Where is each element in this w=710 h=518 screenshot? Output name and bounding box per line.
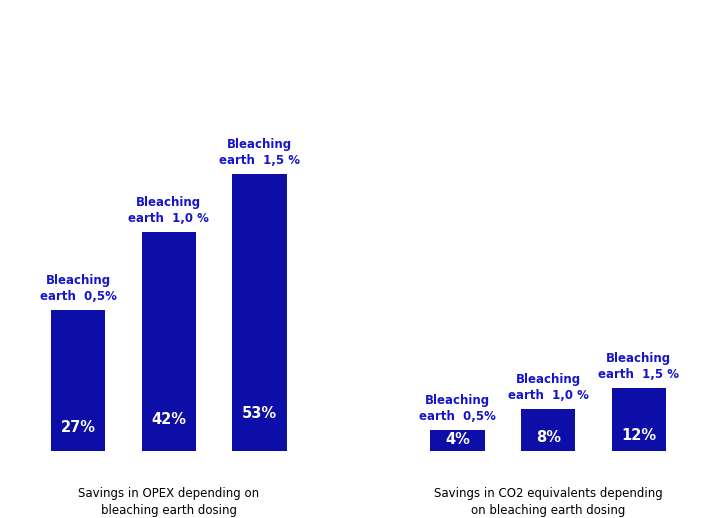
Text: 53%: 53% [242,407,277,422]
Text: 27%: 27% [61,420,96,435]
Text: 4%: 4% [445,432,470,447]
Text: Bleaching
earth  1,5 %: Bleaching earth 1,5 % [219,138,300,167]
Bar [232,174,287,451]
Text: Savings in OPEX depending on
bleaching earth dosing: Savings in OPEX depending on bleaching e… [78,487,259,517]
Text: 42%: 42% [151,412,187,427]
Bar [51,310,106,451]
Text: Savings in CO2 equivalents depending
on bleaching earth dosing: Savings in CO2 equivalents depending on … [434,487,662,517]
Text: Bleaching
earth  0,5%: Bleaching earth 0,5% [40,274,116,303]
Text: Bleaching
earth  1,5 %: Bleaching earth 1,5 % [599,352,679,381]
Text: Bleaching
earth  1,0 %: Bleaching earth 1,0 % [508,373,589,402]
Bar [611,388,666,451]
Text: Bleaching
earth  1,0 %: Bleaching earth 1,0 % [129,196,209,225]
Bar [521,409,575,451]
Text: Bleaching
earth  0,5%: Bleaching earth 0,5% [419,394,496,423]
Text: 12%: 12% [621,428,657,443]
Bar [430,430,485,451]
Text: 8%: 8% [536,430,561,445]
Bar [142,232,196,451]
